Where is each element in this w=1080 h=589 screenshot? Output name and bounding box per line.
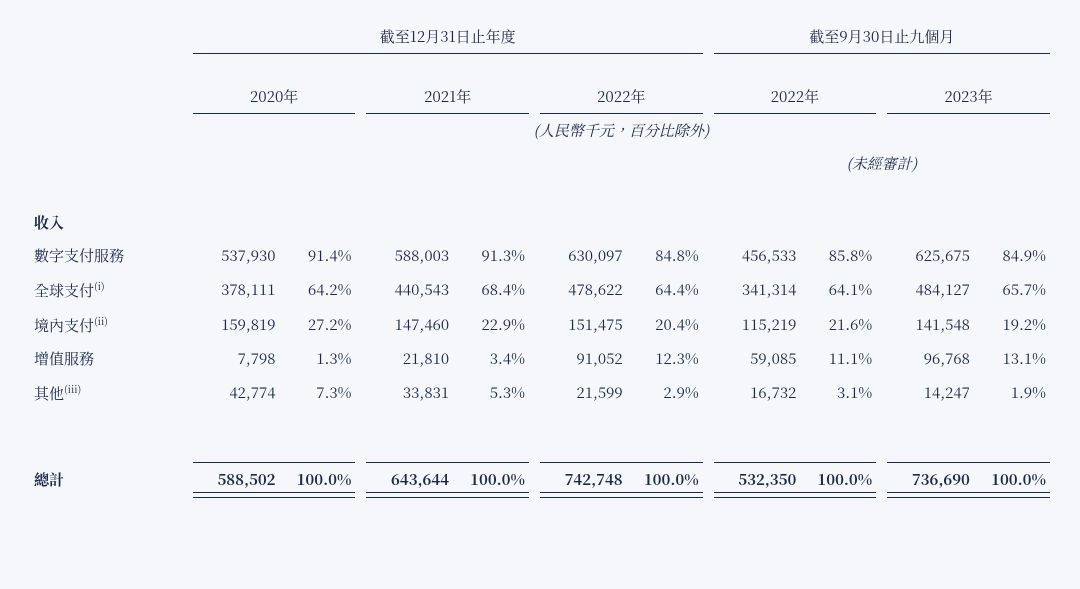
table-row: 其他(iii)42,7747.3% 33,8315.3% 21,5992.9% 16,… bbox=[30, 375, 1050, 410]
section-title: 收入 bbox=[30, 206, 193, 239]
cell-percent: 84.8% bbox=[627, 239, 703, 272]
row-label: 境內支付(ii) bbox=[30, 307, 193, 342]
cell-value: 478,622 bbox=[540, 272, 627, 307]
cell-percent: 20.4% bbox=[627, 307, 703, 342]
cell-percent: 84.9% bbox=[974, 239, 1050, 272]
cell-value: 440,543 bbox=[366, 272, 453, 307]
cell-percent: 1.3% bbox=[280, 342, 356, 375]
cell-value: 14,247 bbox=[887, 375, 974, 410]
cell-percent: 19.2% bbox=[974, 307, 1050, 342]
cell-percent: 64.2% bbox=[280, 272, 356, 307]
cell-value: 537,930 bbox=[193, 239, 280, 272]
unaudited-note-row: (未經審計) bbox=[30, 147, 1050, 180]
table-row: 全球支付(i)378,11164.2%440,54368.4%478,62264… bbox=[30, 272, 1050, 307]
table-row: 數字支付服務537,93091.4%588,00391.3%630,09784.… bbox=[30, 239, 1050, 272]
year-2022b: 2022年 bbox=[714, 80, 877, 114]
row-label: 其他(iii) bbox=[30, 375, 193, 410]
cell-percent: 64.1% bbox=[800, 272, 876, 307]
cell-value: 151,475 bbox=[540, 307, 627, 342]
cell-value: 456,533 bbox=[714, 239, 801, 272]
cell-value: 625,675 bbox=[887, 239, 974, 272]
unit-note-row: (人民幣千元，百分比除外) bbox=[30, 114, 1050, 148]
cell-value: 59,085 bbox=[714, 342, 801, 375]
cell-value: 484,127 bbox=[887, 272, 974, 307]
year-header-row: 2020年 2021年 2022年 2022年 2023年 bbox=[30, 80, 1050, 114]
cell-percent: 7.3% bbox=[280, 375, 356, 410]
total-val-0: 588,502 bbox=[193, 463, 280, 497]
cell-value: 96,768 bbox=[887, 342, 974, 375]
cell-value: 42,774 bbox=[193, 375, 280, 410]
cell-value: 341,314 bbox=[714, 272, 801, 307]
cell-value: 588,003 bbox=[366, 239, 453, 272]
cell-percent: 21.6% bbox=[800, 307, 876, 342]
cell-percent: 5.3% bbox=[453, 375, 529, 410]
total-val-4: 736,690 bbox=[887, 463, 974, 497]
footnote-marker: (i) bbox=[94, 278, 105, 293]
table-row: 境內支付(ii)159,81927.2%147,46022.9%151,4752… bbox=[30, 307, 1050, 342]
total-pct-3: 100.0% bbox=[800, 463, 876, 497]
cell-value: 7,798 bbox=[193, 342, 280, 375]
year-2021: 2021年 bbox=[366, 80, 529, 114]
cell-value: 630,097 bbox=[540, 239, 627, 272]
cell-percent: 3.4% bbox=[453, 342, 529, 375]
cell-percent: 65.7% bbox=[974, 272, 1050, 307]
group-header-annual: 截至12月31日止年度 bbox=[193, 20, 703, 54]
cell-value: 115,219 bbox=[714, 307, 801, 342]
cell-value: 33,831 bbox=[366, 375, 453, 410]
total-val-3: 532,350 bbox=[714, 463, 801, 497]
cell-value: 91,052 bbox=[540, 342, 627, 375]
total-val-2: 742,748 bbox=[540, 463, 627, 497]
year-2020: 2020年 bbox=[193, 80, 356, 114]
section-title-row: 收入 bbox=[30, 206, 1050, 239]
revenue-table: 截至12月31日止年度 截至9月30日止九個月 2020年 2021年 2022… bbox=[30, 20, 1050, 496]
cell-value: 21,810 bbox=[366, 342, 453, 375]
total-val-1: 643,644 bbox=[366, 463, 453, 497]
cell-value: 147,460 bbox=[366, 307, 453, 342]
row-label: 數字支付服務 bbox=[30, 239, 193, 272]
footnote-marker: (iii) bbox=[64, 381, 81, 396]
cell-percent: 12.3% bbox=[627, 342, 703, 375]
cell-percent: 13.1% bbox=[974, 342, 1050, 375]
unaudited-note: (未經審計) bbox=[714, 147, 1050, 180]
total-row: 總計 588,502 100.0% 643,644 100.0% 742,748… bbox=[30, 463, 1050, 497]
footnote-marker: (ii) bbox=[94, 313, 108, 328]
cell-percent: 2.9% bbox=[627, 375, 703, 410]
cell-percent: 64.4% bbox=[627, 272, 703, 307]
cell-value: 159,819 bbox=[193, 307, 280, 342]
unit-note: (人民幣千元，百分比除外) bbox=[193, 114, 1050, 148]
cell-percent: 1.9% bbox=[974, 375, 1050, 410]
row-label: 增值服務 bbox=[30, 342, 193, 375]
total-label: 總計 bbox=[30, 463, 193, 497]
period-group-row: 截至12月31日止年度 截至9月30日止九個月 bbox=[30, 20, 1050, 54]
total-pct-0: 100.0% bbox=[280, 463, 356, 497]
cell-value: 21,599 bbox=[540, 375, 627, 410]
cell-percent: 91.3% bbox=[453, 239, 529, 272]
total-pct-4: 100.0% bbox=[974, 463, 1050, 497]
cell-percent: 27.2% bbox=[280, 307, 356, 342]
cell-value: 141,548 bbox=[887, 307, 974, 342]
row-label: 全球支付(i) bbox=[30, 272, 193, 307]
group-header-nine-months: 截至9月30日止九個月 bbox=[714, 20, 1050, 54]
cell-percent: 68.4% bbox=[453, 272, 529, 307]
cell-percent: 85.8% bbox=[800, 239, 876, 272]
cell-percent: 22.9% bbox=[453, 307, 529, 342]
cell-percent: 3.1% bbox=[800, 375, 876, 410]
total-pct-1: 100.0% bbox=[453, 463, 529, 497]
year-2022a: 2022年 bbox=[540, 80, 703, 114]
cell-value: 16,732 bbox=[714, 375, 801, 410]
table-row: 增值服務7,7981.3% 21,8103.4% 91,05212.3% 59,085… bbox=[30, 342, 1050, 375]
cell-percent: 91.4% bbox=[280, 239, 356, 272]
cell-value: 378,111 bbox=[193, 272, 280, 307]
cell-percent: 11.1% bbox=[800, 342, 876, 375]
year-2023: 2023年 bbox=[887, 80, 1050, 114]
total-pct-2: 100.0% bbox=[627, 463, 703, 497]
